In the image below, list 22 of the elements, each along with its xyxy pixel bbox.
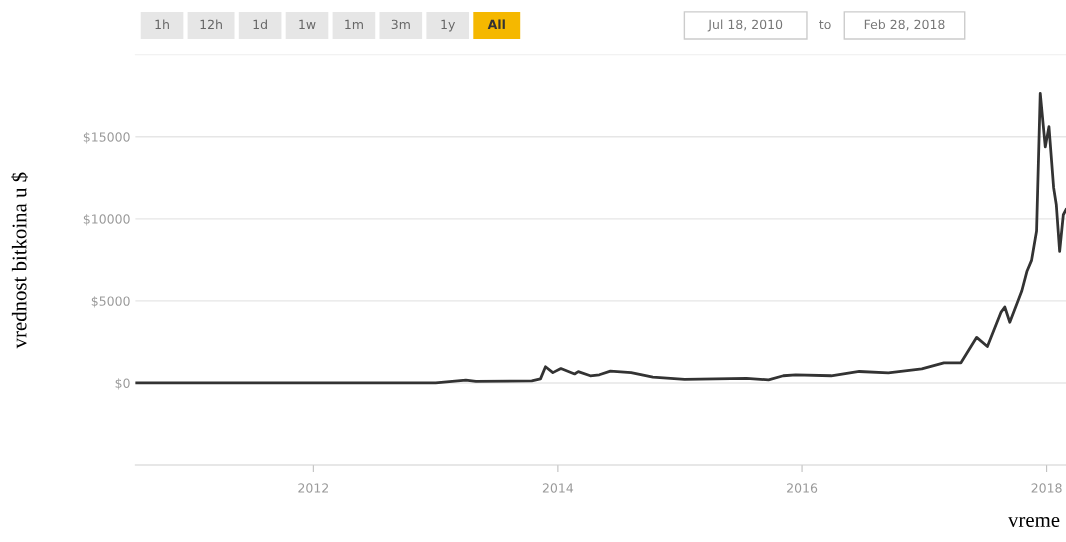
y-tick-label: $5000 [91,296,130,308]
text: 1h [155,19,169,29]
text: All [487,19,505,29]
text: to [819,20,831,30]
y-tick-label: $15000 [83,132,130,144]
x-tick-label: 2014 [542,483,574,493]
text: Jul 18, 2010 [707,19,783,32]
text: 1m [345,19,363,29]
text: 3m [391,19,410,30]
x-tick-label: 2012 [298,483,328,493]
x-tick-label: 2016 [787,483,818,493]
line-series [135,91,1066,385]
y-axis-title: vrednost bitkoina u $ [11,172,28,349]
y-tick-label: $0 [115,378,130,390]
text: 1y [441,19,456,32]
text: Feb 28, 2018 [864,19,945,31]
x-axis-title: vreme [1007,516,1060,527]
x-tick-label: 2018 [1031,483,1062,493]
text: 1d [253,19,267,30]
y-tick-label: $10000 [83,214,130,226]
text: 1w [299,19,316,29]
text: 12h [200,19,222,29]
